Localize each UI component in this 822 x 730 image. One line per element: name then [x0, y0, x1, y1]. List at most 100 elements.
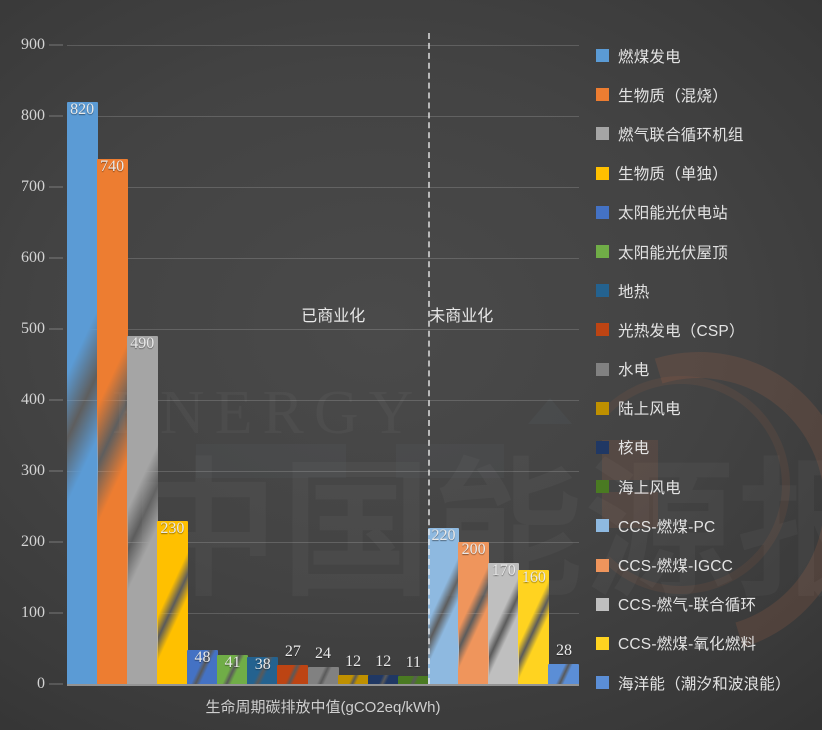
legend-item[interactable]: 燃煤发电 [596, 36, 822, 75]
bar-value-label: 28 [555, 642, 572, 660]
legend-label: 海洋能（潮汐和波浪能） [618, 675, 791, 693]
bar[interactable]: 740 [96, 157, 128, 684]
bar[interactable]: 200 [458, 541, 490, 684]
gridline [67, 400, 579, 401]
legend-item[interactable]: 核电 [596, 428, 822, 467]
bar-value-label: 24 [315, 644, 331, 662]
bar-value-label: 170 [491, 562, 516, 580]
y-tick-label: 100 [21, 604, 45, 621]
bar-value-label: 200 [461, 541, 486, 558]
legend-swatch-icon [596, 636, 609, 650]
bar-value-label: 27 [284, 642, 301, 660]
bar-value-label: 11 [405, 654, 422, 672]
bar[interactable]: 230 [156, 519, 188, 684]
bar[interactable]: 490 [126, 335, 158, 684]
bar-value-label: 740 [100, 157, 125, 175]
bar[interactable]: 48 [187, 648, 219, 684]
y-tick-mark [49, 115, 63, 117]
bar[interactable]: 38 [247, 656, 279, 684]
bar[interactable]: 28 [548, 642, 580, 684]
gridline [67, 613, 579, 614]
legend-swatch-icon [596, 362, 609, 376]
legend-swatch-icon [596, 88, 609, 102]
y-tick-label: 500 [21, 320, 45, 337]
legend-swatch-icon [596, 205, 609, 219]
legend-item[interactable]: 生物质（单独） [596, 154, 822, 193]
gridline [67, 258, 579, 259]
phase-label: 已商业化 [301, 308, 366, 325]
legend-item[interactable]: 海洋能（潮汐和波浪能） [596, 663, 822, 702]
legend-swatch-icon [596, 166, 609, 180]
phase-label: 未商业化 [429, 308, 494, 325]
legend-swatch-icon [596, 127, 609, 141]
bar[interactable]: 11 [397, 654, 429, 684]
bar-value-label: 48 [194, 648, 211, 666]
y-tick-label: 900 [21, 36, 45, 53]
y-tick-mark [49, 257, 63, 259]
y-tick-mark [49, 399, 63, 401]
legend-item[interactable]: CCS-燃煤-PC [596, 506, 822, 545]
legend-label: 燃气联合循环机组 [618, 126, 744, 144]
y-tick-mark [49, 44, 63, 46]
legend-label: CCS-燃气-联合循环 [618, 597, 757, 615]
legend-label: 太阳能光伏屋顶 [618, 244, 728, 262]
legend-label: 地热 [618, 283, 650, 301]
bar[interactable]: 820 [66, 100, 98, 684]
legend-item[interactable]: CCS-燃煤-IGCC [596, 545, 822, 584]
legend-item[interactable]: 光热发电（CSP） [596, 310, 822, 349]
legend-item[interactable]: CCS-燃煤-氧化燃料 [596, 624, 822, 663]
y-tick-label: 800 [21, 107, 45, 124]
legend-swatch-icon [596, 558, 609, 572]
y-tick-mark [49, 541, 63, 543]
legend-swatch-icon [596, 676, 609, 690]
y-tick-label: 300 [21, 462, 45, 479]
legend-item[interactable]: 生物质（混烧） [596, 75, 822, 114]
y-tick-label: 200 [21, 533, 45, 550]
bar[interactable]: 12 [367, 653, 399, 684]
commercialization-divider [428, 33, 431, 684]
legend-label: 陆上风电 [618, 401, 681, 419]
legend-item[interactable]: 太阳能光伏电站 [596, 193, 822, 232]
bar[interactable]: 12 [337, 653, 369, 684]
legend-item[interactable]: 太阳能光伏屋顶 [596, 232, 822, 271]
bar[interactable]: 27 [277, 643, 309, 684]
y-tick-mark [49, 186, 63, 188]
y-tick-mark [49, 470, 63, 472]
legend-item[interactable]: 海上风电 [596, 467, 822, 506]
axis-baseline [67, 684, 579, 686]
legend-item[interactable]: 陆上风电 [596, 389, 822, 428]
bar-value-label: 230 [160, 519, 185, 537]
legend-label: 核电 [618, 440, 650, 458]
legend-item[interactable]: CCS-燃气-联合循环 [596, 585, 822, 624]
legend-label: 海上风电 [618, 479, 681, 497]
legend-label: CCS-燃煤-氧化燃料 [618, 636, 757, 654]
legend: 燃煤发电生物质（混烧） 燃气联合循环机组生物质（单独） 太阳能光伏电站 太阳能光伏屋顶… [596, 36, 822, 702]
bar-value-label: 490 [130, 335, 155, 353]
legend-item[interactable]: 水电 [596, 350, 822, 389]
legend-swatch-icon [596, 49, 609, 63]
legend-label: 燃煤发电 [618, 48, 681, 66]
bar-value-label: 12 [345, 653, 362, 671]
y-tick-mark [49, 328, 63, 330]
legend-label: 水电 [618, 362, 650, 380]
bar[interactable]: 160 [518, 569, 550, 684]
bar-value-label: 820 [70, 100, 95, 118]
legend-item[interactable]: 燃气联合循环机组 [596, 114, 822, 153]
legend-swatch-icon [596, 480, 609, 494]
bar-value-label: 12 [375, 653, 392, 671]
legend-swatch-icon [596, 401, 609, 415]
legend-item[interactable]: 地热 [596, 271, 822, 310]
y-tick-mark [49, 612, 63, 614]
legend-label: CCS-燃煤-PC [618, 518, 716, 536]
y-tick-mark [49, 683, 63, 685]
legend-label: 太阳能光伏电站 [618, 205, 728, 223]
plot-area: 0 100 200 300 400 500 600 700 800 900 820 740 490 23… [21, 33, 580, 716]
legend-label: 光热发电（CSP） [618, 322, 745, 340]
bar[interactable]: 24 [307, 645, 339, 684]
bar[interactable]: 220 [427, 527, 459, 684]
bar-value-label: 41 [224, 653, 241, 671]
bar[interactable]: 170 [488, 562, 520, 684]
y-tick-label: 600 [21, 249, 45, 266]
bar[interactable]: 41 [217, 653, 249, 684]
